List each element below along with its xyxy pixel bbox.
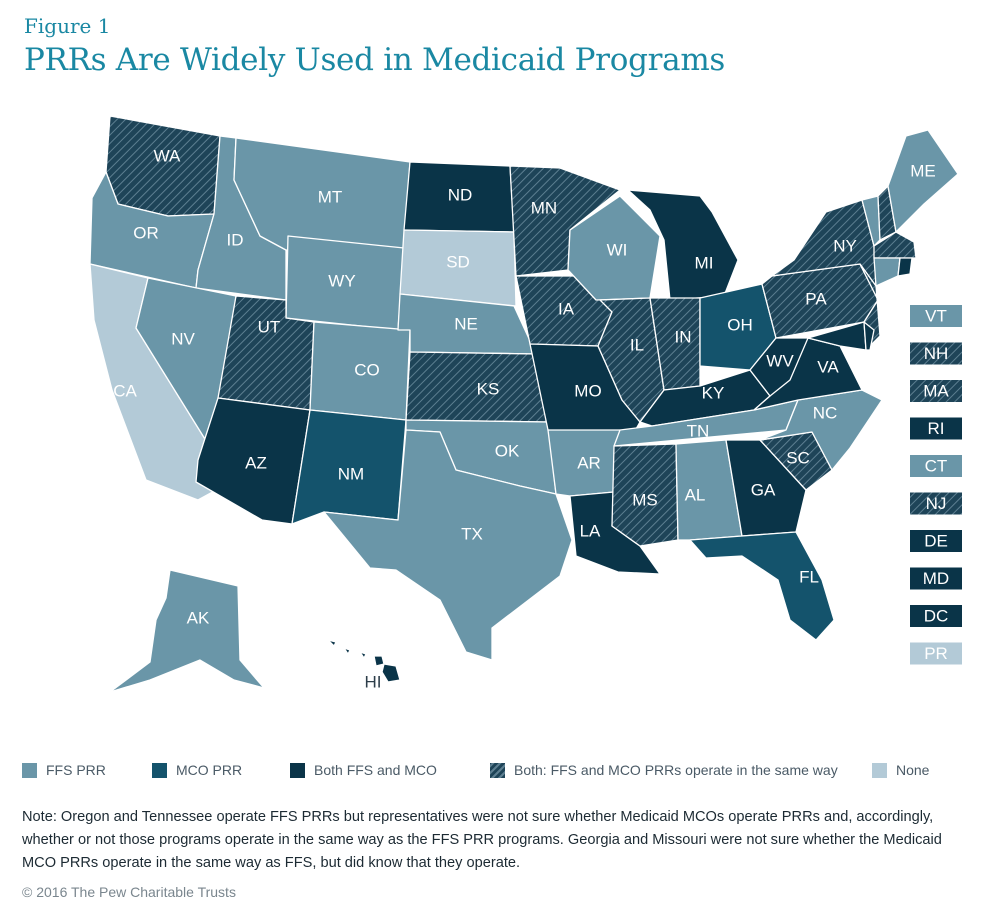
label-ND: ND	[448, 185, 473, 204]
small-state-label-de: DE	[924, 531, 948, 550]
map-legend: FFS PRR MCO PRR Both FFS and MCO Both: F…	[22, 762, 982, 784]
label-VA: VA	[817, 357, 839, 376]
label-LA: LA	[580, 521, 601, 540]
legend-hatch-label: Both: FFS and MCO PRRs operate in the sa…	[514, 762, 838, 778]
label-IL: IL	[630, 335, 644, 354]
label-WV: WV	[766, 351, 794, 370]
legend-mco-label: MCO PRR	[176, 762, 243, 778]
small-state-label-pr: PR	[924, 644, 948, 663]
label-AL: AL	[685, 485, 706, 504]
us-map: WA OR CA ID NV MT WY UT AZ CO NM ND SD N…	[89, 115, 962, 693]
label-CO: CO	[354, 360, 380, 379]
legend-mco-swatch	[152, 762, 167, 778]
legend-ffs-swatch	[22, 762, 37, 778]
state-GA	[725, 439, 807, 537]
small-state-box-md	[910, 567, 962, 590]
label-IN: IN	[675, 327, 692, 346]
label-SC: SC	[786, 448, 810, 467]
small-state-label-nj: NJ	[926, 494, 947, 513]
legend-none-label: None	[896, 762, 930, 778]
label-KY: KY	[702, 383, 725, 402]
small-state-label-nh: NH	[924, 344, 949, 363]
small-state-label-vt: VT	[925, 306, 947, 325]
label-AK: AK	[187, 608, 210, 627]
legend-ffs-label: FFS PRR	[46, 762, 106, 778]
state-HI	[327, 639, 401, 683]
state-FL	[689, 531, 835, 641]
label-HI: HI	[365, 672, 382, 691]
small-state-box-pr	[910, 642, 962, 665]
legend-hatch: Both: FFS and MCO PRRs operate in the sa…	[490, 762, 838, 778]
state-ME	[887, 129, 959, 233]
small-state-box-nj	[910, 492, 962, 515]
small-state-box-ma	[910, 380, 962, 402]
label-MI: MI	[695, 253, 714, 272]
state-MA	[873, 231, 917, 259]
label-TN: TN	[687, 421, 710, 440]
small-state-label-dc: DC	[924, 606, 949, 625]
label-ID: ID	[227, 230, 244, 249]
legend-both-swatch	[290, 762, 305, 778]
label-NV: NV	[171, 329, 195, 348]
label-WA: WA	[154, 146, 181, 165]
state-AK	[109, 569, 265, 693]
label-IA: IA	[558, 299, 575, 318]
label-NC: NC	[813, 403, 838, 422]
small-state-legend: VT NH MA RI CT NJ DE MD DC PR	[910, 305, 962, 665]
state-RI	[897, 257, 913, 277]
legend-mco: MCO PRR	[152, 762, 242, 778]
small-state-box-de	[910, 530, 962, 552]
small-state-box-ri	[910, 417, 962, 440]
small-state-label-ri: RI	[928, 419, 945, 438]
legend-none-swatch	[872, 762, 887, 778]
label-MT: MT	[318, 187, 343, 206]
legend-both-label: Both FFS and MCO	[314, 762, 437, 778]
small-state-box-ct	[910, 455, 962, 477]
state-SD	[399, 229, 517, 307]
state-MS	[611, 443, 679, 547]
label-NE: NE	[454, 314, 478, 333]
label-OH: OH	[727, 315, 753, 334]
label-CA: CA	[113, 381, 137, 400]
label-NM: NM	[338, 464, 364, 483]
label-MN: MN	[531, 198, 557, 217]
label-FL: FL	[799, 567, 819, 586]
state-WA	[105, 115, 221, 217]
small-state-label-md: MD	[923, 569, 949, 588]
label-SD: SD	[446, 252, 470, 271]
legend-ffs: FFS PRR	[22, 762, 106, 778]
label-NY: NY	[833, 236, 857, 255]
label-AZ: AZ	[245, 453, 267, 472]
label-MO: MO	[574, 381, 601, 400]
label-GA: GA	[751, 480, 776, 499]
label-ME: ME	[910, 161, 936, 180]
label-PA: PA	[805, 289, 827, 308]
state-TX	[323, 429, 573, 661]
state-WV	[749, 337, 809, 397]
state-CT	[873, 257, 901, 287]
label-OR: OR	[133, 223, 159, 242]
small-state-box-nh	[910, 342, 962, 365]
label-WY: WY	[328, 271, 355, 290]
map-title: PRRs Are Widely Used in Medicaid Program…	[24, 42, 726, 78]
label-WI: WI	[607, 240, 628, 259]
state-DE	[863, 321, 875, 351]
footnote: Note: Oregon and Tennessee operate FFS P…	[22, 809, 942, 871]
legend-none: None	[872, 762, 929, 778]
small-state-label-ma: MA	[923, 381, 949, 400]
legend-both: Both FFS and MCO	[290, 762, 437, 778]
small-state-box-dc	[910, 605, 962, 627]
label-AR: AR	[577, 453, 601, 472]
small-state-box-vt	[910, 305, 962, 327]
label-OK: OK	[495, 441, 520, 460]
figure-label: Figure 1	[24, 14, 111, 38]
small-state-label-ct: CT	[925, 456, 948, 475]
legend-hatch-swatch	[490, 762, 505, 778]
label-UT: UT	[258, 317, 281, 336]
label-KS: KS	[477, 379, 500, 398]
label-TX: TX	[461, 524, 483, 543]
copyright: © 2016 The Pew Charitable Trusts	[22, 884, 236, 900]
label-MS: MS	[632, 490, 658, 509]
